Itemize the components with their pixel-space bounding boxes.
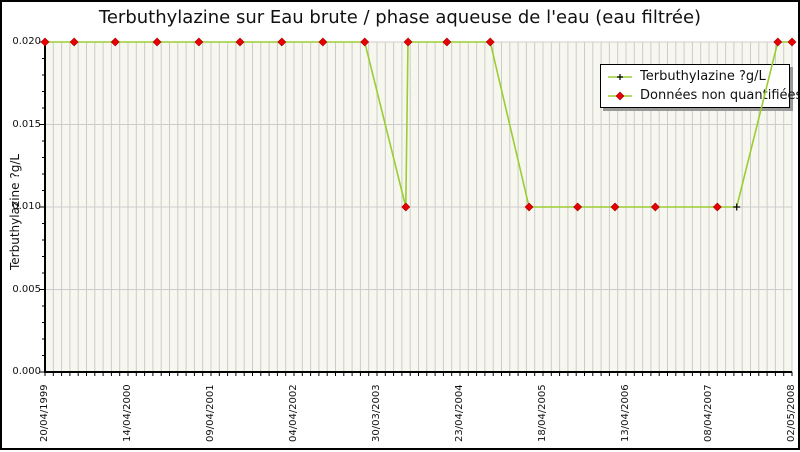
y-tick-label: 0.020 [12,36,41,47]
y-tick-label: 0.005 [12,283,41,295]
y-tick-label: 0.010 [12,201,41,212]
legend-item-non-quantified: Données non quantifiées [601,86,800,105]
x-tick-label: 20/04/1999 [39,384,50,442]
legend: Terbuthylazine ?g/L Données non quantifi… [600,64,800,108]
x-tick-label: 13/04/2006 [620,384,631,442]
x-tick-label: 23/04/2004 [454,384,465,442]
x-tick-label: 04/04/2002 [288,384,299,442]
y-tick-label: 0.000 [12,366,41,377]
x-tick-label: 09/04/2001 [205,384,216,442]
line-plus-marker-icon [608,73,632,80]
x-tick-label: 08/04/2007 [703,384,714,442]
x-tick-label: 14/04/2000 [122,384,133,442]
x-tick-label: 02/05/2008 [786,384,797,442]
x-tick-label: 30/03/2003 [371,384,382,442]
y-tick-label: 0.015 [12,118,41,130]
chart-title: Terbuthylazine sur Eau brute / phase aqu… [98,7,702,28]
legend-label: Terbuthylazine ?g/L [640,69,766,84]
legend-item-terbuthylazine: Terbuthylazine ?g/L [601,67,789,86]
x-tick-label: 18/04/2005 [537,384,548,442]
line-diamond-marker-icon [608,91,632,100]
legend-label: Données non quantifiées [640,88,800,103]
